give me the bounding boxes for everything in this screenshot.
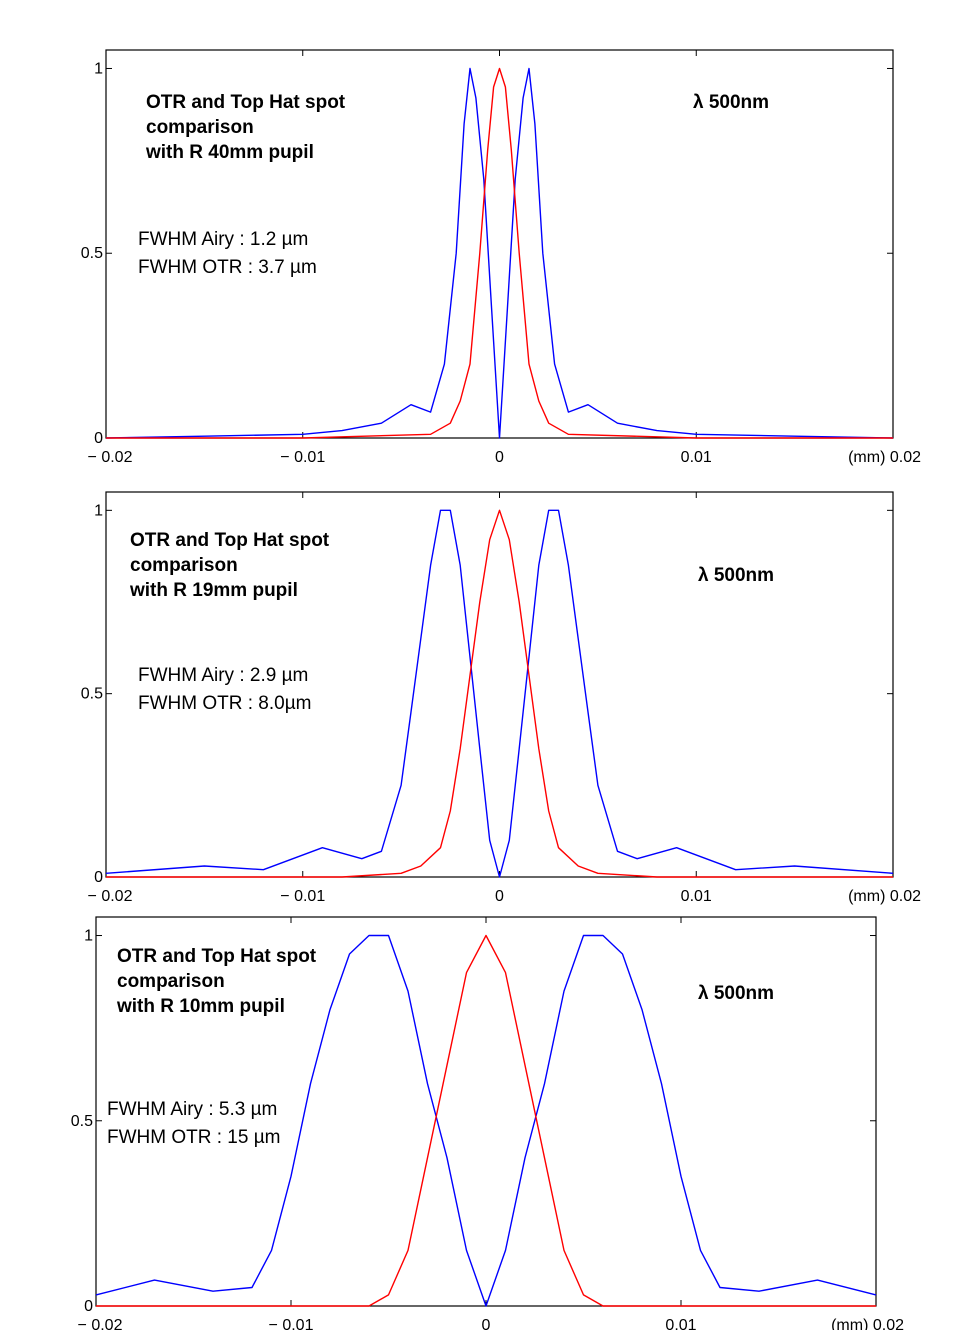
y-tick-label: 1 (94, 60, 103, 77)
x-tick-label: (mm) 0.02 (848, 449, 921, 466)
y-tick-label: 0 (94, 869, 103, 886)
x-tick-label: 0.01 (681, 449, 712, 466)
tophat-curve (96, 934, 876, 1307)
y-tick-label: 1 (84, 928, 93, 945)
panel-1: − 0.02 − 0.01 0 0.01 (mm) 0.02 0 0.5 1 OTR and T… (81, 49, 921, 466)
chart-title-line: comparison (146, 117, 254, 138)
otr-curve (105, 509, 894, 878)
chart-title-line: with R 40mm pupil (145, 142, 314, 163)
panel-2: − 0.02 − 0.01 0 0.01 (mm) 0.02 0 0.5 1 OTR and T… (81, 491, 921, 905)
fwhm-annotation: FWHM OTR : 15 µm (107, 1127, 281, 1148)
chart-title-line: comparison (130, 555, 238, 576)
x-tick-label: − 0.02 (88, 449, 133, 466)
x-tick-label: 0.01 (665, 1317, 696, 1330)
tophat-curve (106, 509, 893, 878)
x-tick-label: − 0.02 (78, 1317, 123, 1330)
wavelength-label: λ 500nm (698, 983, 774, 1004)
x-tick-label: 0 (495, 449, 504, 466)
x-tick-label: 0.01 (681, 888, 712, 905)
y-tick-label: 1 (94, 502, 103, 519)
fwhm-annotation: FWHM OTR : 8.0µm (138, 693, 312, 714)
tophat-curve (106, 67, 893, 439)
otr-curve (105, 67, 894, 439)
chart-title-line: with R 19mm pupil (129, 580, 298, 601)
chart-title-line: OTR and Top Hat spot (117, 946, 317, 967)
fwhm-annotation: FWHM Airy : 5.3 µm (107, 1099, 277, 1120)
x-tick-label: − 0.01 (280, 888, 325, 905)
x-tick-label: − 0.02 (88, 888, 133, 905)
x-tick-label: (mm) 0.02 (848, 888, 921, 905)
y-tick-label: 0.5 (71, 1113, 93, 1130)
chart-title-line: with R 10mm pupil (116, 996, 285, 1017)
chart-title-line: comparison (117, 971, 225, 992)
wavelength-label: λ 500nm (698, 565, 774, 586)
x-tick-label: 0 (482, 1317, 491, 1330)
y-tick-label: 0.5 (81, 245, 103, 262)
wavelength-label: λ 500nm (693, 92, 769, 113)
y-tick-label: 0 (94, 430, 103, 447)
y-tick-label: 0 (84, 1298, 93, 1315)
chart-title-line: OTR and Top Hat spot (130, 530, 330, 551)
x-tick-label: 0 (495, 888, 504, 905)
x-tick-label: (mm) 0.02 (831, 1317, 904, 1330)
x-tick-label: − 0.01 (269, 1317, 314, 1330)
y-tick-label: 0.5 (81, 686, 103, 703)
chart-title-line: OTR and Top Hat spot (146, 92, 346, 113)
otr-curve (95, 934, 877, 1307)
fwhm-annotation: FWHM OTR : 3.7 µm (138, 257, 317, 278)
fwhm-annotation: FWHM Airy : 2.9 µm (138, 665, 308, 686)
x-tick-label: − 0.01 (280, 449, 325, 466)
panel-3: − 0.02 − 0.01 0 0.01 (mm) 0.02 0 0.5 1 OTR and T… (71, 916, 904, 1330)
fwhm-annotation: FWHM Airy : 1.2 µm (138, 229, 308, 250)
